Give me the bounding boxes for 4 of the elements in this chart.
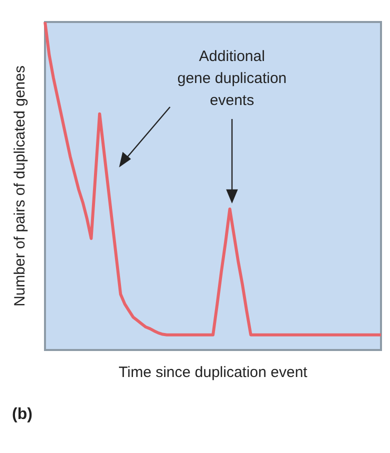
text: (b): [12, 406, 32, 424]
annotation: Additional gene duplication events: [177, 47, 287, 111]
y-axis-title: Number of pairs of duplicated genes: [12, 66, 28, 306]
x-axis-title: Time since duplication event: [118, 364, 308, 381]
